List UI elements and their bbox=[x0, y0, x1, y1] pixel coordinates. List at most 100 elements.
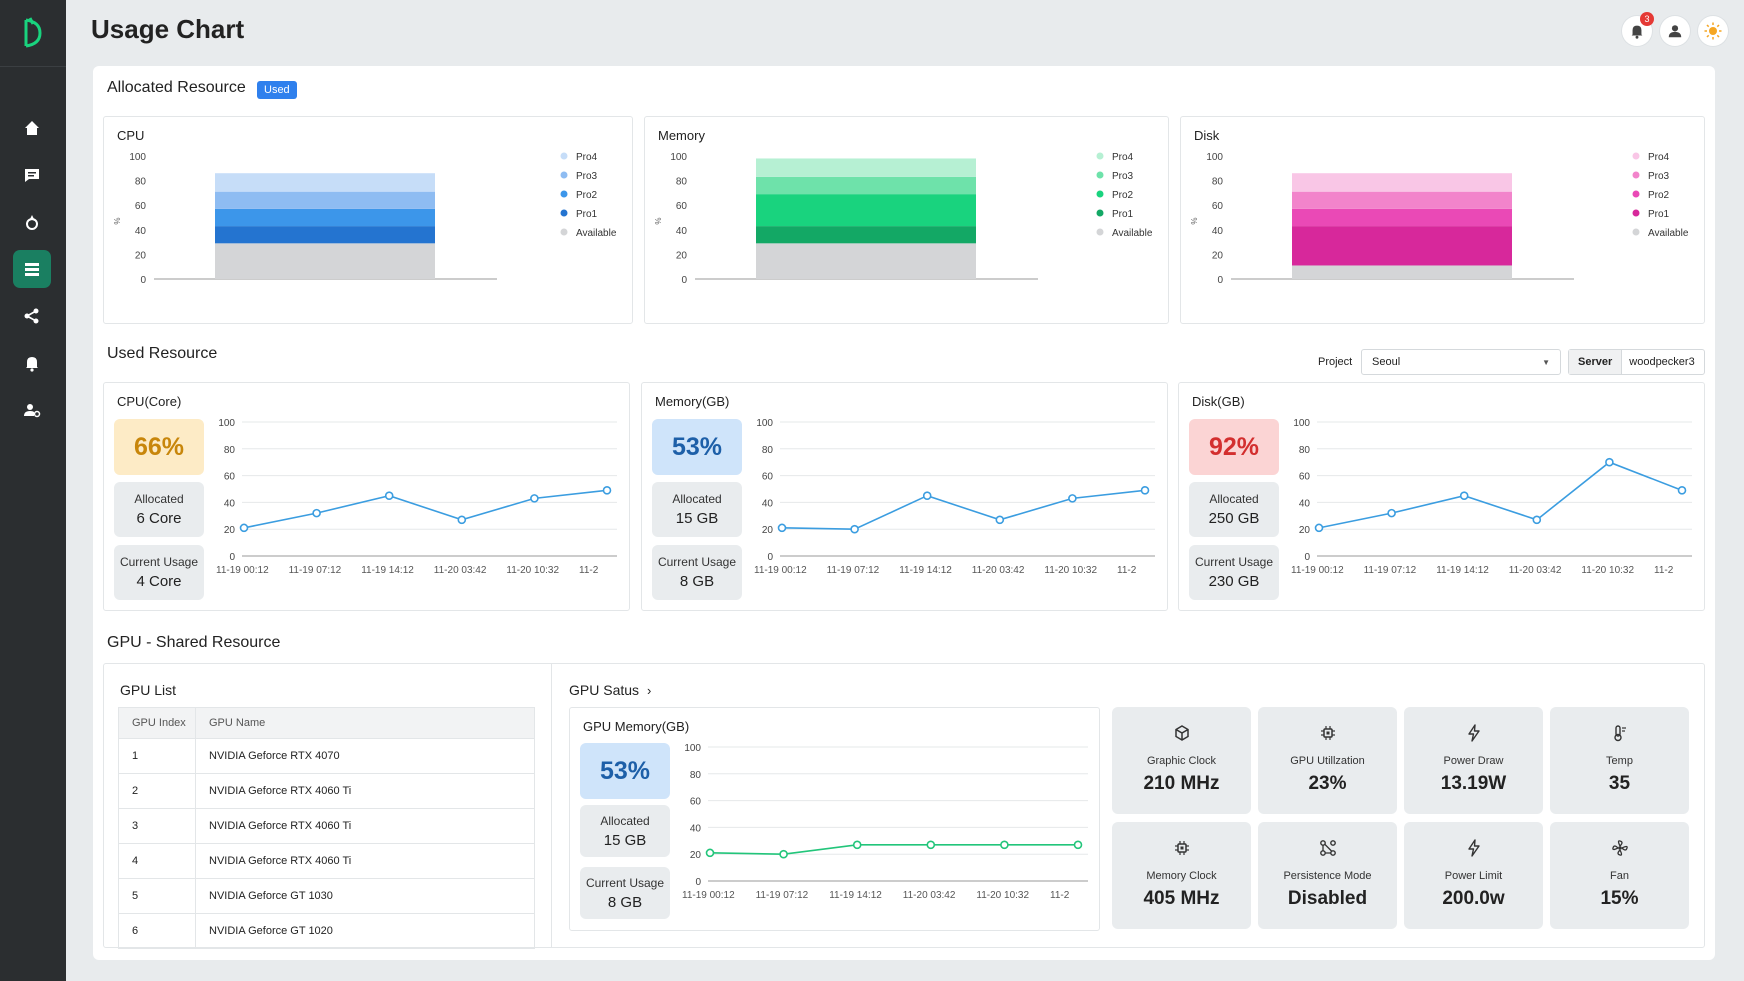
used-cpu-card: CPU(Core) 66% Allocated 6 Core Current Us… bbox=[103, 382, 630, 611]
gpu-card: GPU List GPU Index GPU Name 1 NVIDIA Gefo… bbox=[103, 663, 1705, 949]
notifications-button[interactable]: 3 bbox=[1622, 12, 1654, 46]
y-tick-label: 20 bbox=[676, 250, 688, 261]
legend-label: Pro2 bbox=[1648, 190, 1670, 201]
project-select[interactable]: Seoul ▼ bbox=[1361, 349, 1561, 375]
y-axis-label: % bbox=[654, 217, 663, 224]
gpu-status-title: GPU Satus bbox=[569, 682, 640, 698]
profile-button[interactable] bbox=[1660, 16, 1690, 46]
x-tick-label: 11-19 14:12 bbox=[829, 890, 882, 901]
sidebar-item-user-settings[interactable] bbox=[13, 391, 51, 429]
table-row[interactable]: 5 NVIDIA Geforce GT 1030 bbox=[119, 878, 534, 914]
legend-marker bbox=[1096, 190, 1104, 198]
current-label: Current Usage bbox=[585, 875, 665, 890]
legend-label: Available bbox=[1648, 228, 1689, 239]
current-stat: Current Usage 8 GB bbox=[580, 867, 670, 919]
bar-segment-pro2 bbox=[1292, 208, 1512, 227]
x-tick-label: 11-2 bbox=[1117, 565, 1137, 576]
y-tick-label: 0 bbox=[695, 877, 701, 888]
gpu-name: NVIDIA Geforce RTX 4060 Ti bbox=[195, 843, 534, 879]
gpu-index: 5 bbox=[119, 878, 196, 914]
allocated-memory-chart: 100 80 60 40 20 0% Pro4 Pro3 Pro2 Pro1 Available bbox=[654, 152, 1153, 286]
gpu-title: GPU - Shared Resource bbox=[107, 634, 281, 651]
sun-icon bbox=[1704, 22, 1722, 40]
y-tick-label: 20 bbox=[762, 525, 774, 536]
y-tick-label: 100 bbox=[218, 418, 235, 429]
current-value: 8 GB bbox=[607, 893, 643, 911]
sidebar-item-list[interactable] bbox=[13, 250, 51, 288]
allocated-value: 15 GB bbox=[675, 510, 719, 527]
metric-value: 35 bbox=[1608, 773, 1631, 794]
y-axis-label: % bbox=[113, 217, 122, 224]
y-tick-label: 40 bbox=[135, 226, 147, 237]
y-tick-label: 0 bbox=[767, 552, 773, 563]
metric-label: Persistence Mode bbox=[1283, 870, 1372, 882]
legend-label: Pro3 bbox=[1648, 171, 1670, 182]
y-tick-label: 60 bbox=[1299, 472, 1311, 483]
y-tick-label: 40 bbox=[1212, 226, 1224, 237]
legend-marker bbox=[560, 209, 568, 217]
legend-marker bbox=[1632, 228, 1640, 236]
allocated-value: 250 GB bbox=[1208, 510, 1260, 527]
table-row[interactable]: 2 NVIDIA Geforce RTX 4060 Ti bbox=[119, 773, 534, 809]
x-tick-label: 11-20 10:32 bbox=[1044, 565, 1097, 576]
gpu-name: NVIDIA Geforce RTX 4070 bbox=[195, 738, 534, 774]
table-row[interactable]: 1 NVIDIA Geforce RTX 4070 bbox=[119, 738, 534, 774]
y-tick-label: 0 bbox=[1304, 552, 1310, 563]
legend-label: Pro4 bbox=[576, 152, 598, 163]
used-memory-card: Memory(GB) 53% Allocated 15 GB Current Us… bbox=[641, 382, 1168, 611]
y-tick-label: 40 bbox=[690, 823, 702, 834]
legend-label: Pro4 bbox=[1112, 152, 1134, 163]
bar-segment-available bbox=[1292, 265, 1512, 279]
y-tick-label: 40 bbox=[676, 226, 688, 237]
table-row[interactable]: 6 NVIDIA Geforce GT 1020 bbox=[119, 913, 534, 949]
sidebar-item-home[interactable] bbox=[13, 109, 51, 147]
y-tick-label: 60 bbox=[224, 472, 236, 483]
gpu-metric-tile: Fan 15% bbox=[1550, 822, 1689, 929]
gpu-metric-tile: Power Draw 13.19W bbox=[1404, 707, 1543, 814]
table-row[interactable]: 3 NVIDIA Geforce RTX 4060 Ti bbox=[119, 808, 534, 844]
sidebar-item-alerts[interactable] bbox=[13, 344, 51, 382]
legend-marker bbox=[560, 171, 568, 179]
y-axis-label: % bbox=[1190, 217, 1199, 224]
bar-segment-pro3 bbox=[756, 176, 976, 195]
allocated-label: Allocated bbox=[134, 492, 184, 506]
data-point bbox=[457, 515, 467, 525]
legend-label: Pro3 bbox=[1112, 171, 1134, 182]
column-header: GPU Index bbox=[119, 708, 196, 739]
table-row[interactable]: 4 NVIDIA Geforce RTX 4060 Ti bbox=[119, 843, 534, 879]
y-tick-label: 100 bbox=[684, 743, 701, 754]
bar-segment-pro3 bbox=[1292, 191, 1512, 209]
sidebar bbox=[0, 0, 66, 981]
sidebar-item-deploy[interactable] bbox=[13, 203, 51, 241]
allocated-disk-chart: 100 80 60 40 20 0% Pro4 Pro3 Pro2 Pro1 Available bbox=[1190, 152, 1689, 286]
y-tick-label: 20 bbox=[1299, 525, 1311, 536]
gpu-name: NVIDIA Geforce GT 1020 bbox=[195, 913, 534, 949]
gpu-name: NVIDIA Geforce RTX 4060 Ti bbox=[195, 773, 534, 809]
gpu-status-link[interactable]: GPU Satus › bbox=[569, 682, 651, 698]
current-stat: Current Usage 8 GB bbox=[652, 545, 742, 600]
y-tick-label: 80 bbox=[762, 445, 774, 456]
metric-label: GPU Utillzation bbox=[1290, 755, 1365, 767]
y-tick-label: 20 bbox=[135, 250, 147, 261]
data-point bbox=[1605, 457, 1614, 467]
y-tick-label: 0 bbox=[681, 275, 687, 286]
x-tick-label: 11-19 07:12 bbox=[756, 890, 809, 901]
sidebar-item-messages[interactable] bbox=[13, 156, 51, 194]
x-tick-label: 11-20 03:42 bbox=[972, 565, 1025, 576]
x-tick-label: 11-20 10:32 bbox=[976, 890, 1029, 901]
bell-icon bbox=[26, 357, 38, 372]
metric-value: 23% bbox=[1308, 773, 1347, 794]
theme-toggle-button[interactable] bbox=[1698, 16, 1728, 46]
data-point bbox=[852, 840, 862, 850]
gpu-metric-tile: Power Limit 200.0w bbox=[1404, 822, 1543, 929]
app-logo[interactable] bbox=[0, 0, 66, 67]
current-value: 4 Core bbox=[136, 573, 182, 590]
chevron-right-icon: › bbox=[647, 682, 652, 698]
server-select[interactable]: Server woodpecker3 bbox=[1568, 349, 1705, 375]
sidebar-item-share[interactable] bbox=[13, 297, 51, 335]
x-tick-label: 11-20 10:32 bbox=[1581, 565, 1634, 576]
series-line bbox=[1318, 461, 1683, 529]
data-point bbox=[1459, 491, 1469, 500]
data-point bbox=[1532, 515, 1542, 525]
used-chip[interactable]: Used bbox=[257, 81, 297, 99]
